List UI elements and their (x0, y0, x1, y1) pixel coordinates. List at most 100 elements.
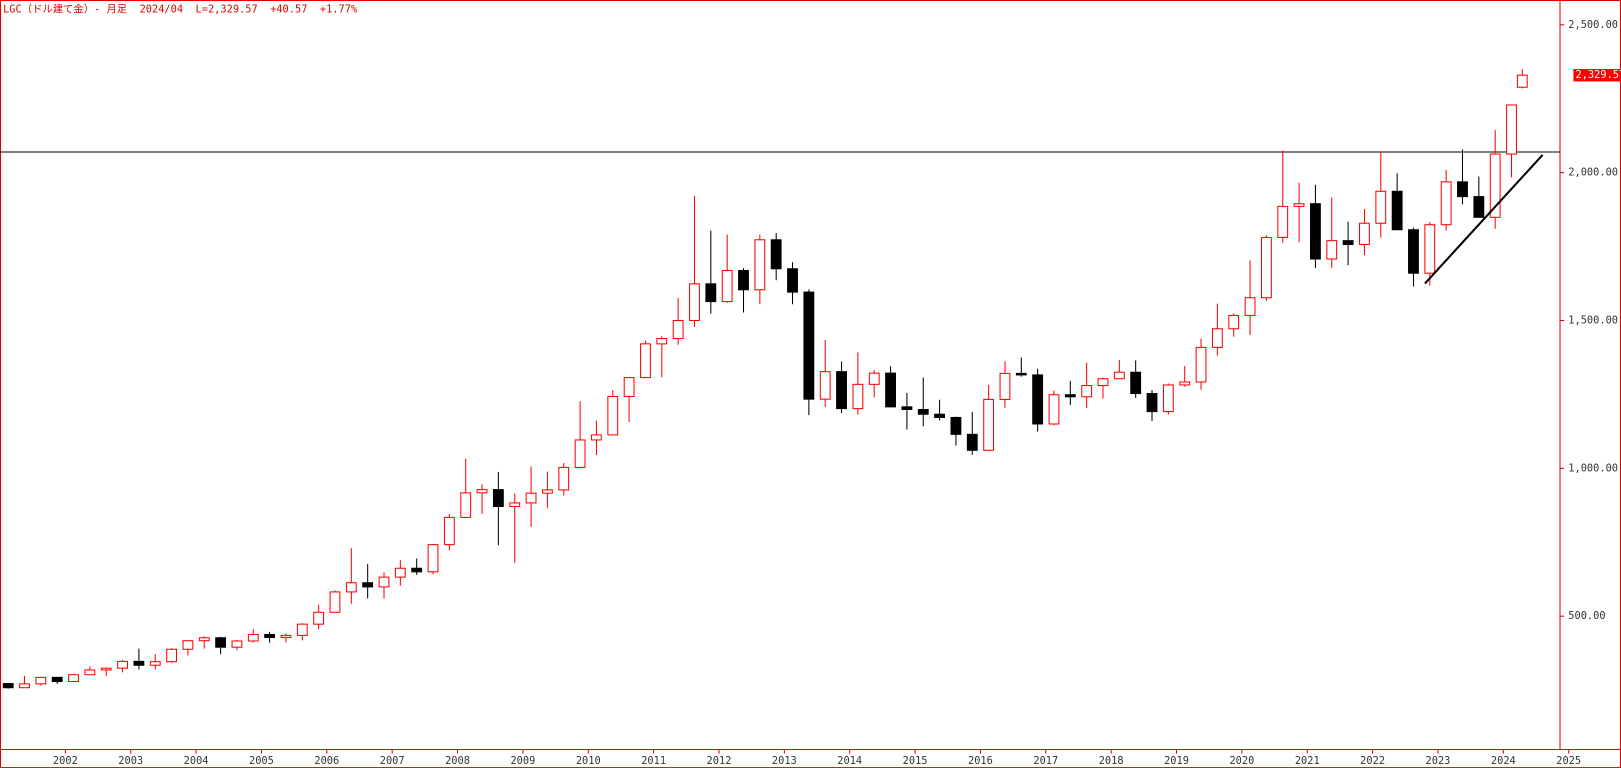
candle-body (231, 640, 243, 648)
candle-body (1260, 236, 1272, 299)
candle-body (541, 489, 553, 494)
candle-body (623, 377, 635, 398)
trend-line (1424, 154, 1544, 285)
y-tick-label: 1,000.00 (1568, 462, 1618, 474)
candle-body (1457, 181, 1468, 198)
candle-body (950, 416, 962, 435)
x-tick-label: 2008 (445, 755, 470, 767)
candle-body (558, 466, 570, 491)
candle-body (770, 239, 782, 270)
candle-body (329, 591, 341, 613)
candle-body (901, 406, 913, 411)
candle-body (280, 634, 292, 638)
candle-body (640, 343, 651, 379)
candle-body (362, 582, 374, 588)
candle-body (84, 669, 96, 676)
candle-body (1015, 372, 1027, 376)
candle-body (868, 372, 880, 385)
candle-body (460, 492, 472, 518)
candle-body (476, 489, 488, 494)
header-change-pct: +1.77% (320, 3, 358, 15)
x-tick-label: 2004 (184, 755, 209, 767)
candle-body (1375, 190, 1387, 224)
candle-body (427, 544, 439, 573)
y-tick-label: 2,000.00 (1568, 167, 1618, 179)
x-tick-label: 2023 (1426, 755, 1451, 767)
x-tick-label: 2007 (380, 755, 405, 767)
candle-body (1359, 222, 1370, 246)
candle-body (215, 637, 227, 648)
candle-body (296, 623, 308, 636)
candle-body (966, 433, 978, 451)
candle-body (721, 270, 733, 303)
candle-body (1081, 385, 1093, 398)
candle-body (591, 434, 602, 441)
candle-body (672, 319, 684, 340)
candle-body (1342, 240, 1354, 246)
candle-body (51, 676, 63, 683)
candle-body (117, 660, 128, 669)
candle-body (166, 648, 177, 663)
candle-body (1516, 74, 1528, 88)
candle-body (19, 683, 30, 689)
candle-body (394, 567, 406, 578)
candle-body (836, 371, 847, 410)
candle-body (999, 372, 1011, 400)
candle-body (525, 492, 537, 504)
candle-body (1048, 394, 1060, 425)
candle-body (1097, 378, 1109, 387)
candle-body (1506, 104, 1517, 155)
x-tick-label: 2011 (641, 755, 666, 767)
candle-body (754, 239, 766, 291)
header-date: 2024/04 (140, 3, 184, 15)
candle-body (1211, 328, 1223, 348)
x-tick-label: 2009 (510, 755, 535, 767)
candle-body (1408, 229, 1419, 274)
candle-body (35, 676, 47, 685)
x-tick-label: 2005 (249, 755, 274, 767)
candle-body (198, 637, 210, 642)
x-tick-label: 2006 (314, 755, 339, 767)
candle-body (917, 408, 929, 415)
candle-body (574, 439, 586, 468)
candle-body (983, 398, 995, 451)
candle-body (1130, 371, 1142, 395)
x-tick-label: 2012 (707, 755, 732, 767)
candle-body (1146, 393, 1158, 413)
candle-body (1310, 203, 1321, 260)
candle-body (1244, 297, 1256, 316)
candle-body (1195, 346, 1207, 383)
x-tick-label: 2002 (53, 755, 78, 767)
x-tick-label: 2024 (1491, 755, 1516, 767)
candle-body (411, 567, 423, 573)
candle-body (1113, 371, 1125, 380)
last-price-label: 2,329.57 (1576, 69, 1621, 81)
candle-body (313, 611, 325, 625)
x-tick-label: 2010 (576, 755, 601, 767)
candle-body (182, 640, 194, 650)
candle-body (264, 633, 276, 638)
candle-body (1489, 153, 1501, 218)
candle-body (1473, 196, 1485, 218)
candle-body (378, 576, 390, 588)
candle-body (934, 413, 946, 418)
candle-body (68, 674, 79, 683)
candle-body (100, 667, 112, 671)
candle-body (819, 371, 831, 400)
candle-body (443, 516, 455, 546)
x-tick-label: 2021 (1295, 755, 1320, 767)
candle-body (885, 372, 896, 408)
x-tick-label: 2013 (772, 755, 797, 767)
candle-body (1391, 190, 1403, 231)
candle-body (607, 395, 619, 436)
header-change: +40.57 (270, 3, 307, 15)
candle-body (1179, 381, 1191, 386)
header-last: L=2,329.57 (196, 3, 258, 15)
y-tick-label: 1,500.00 (1568, 314, 1618, 326)
x-tick-label: 2020 (1229, 755, 1254, 767)
header-title: LGC（ドル建て金）- 月足 (3, 2, 127, 15)
x-tick-label: 2003 (118, 755, 143, 767)
candle-body (1424, 224, 1436, 274)
